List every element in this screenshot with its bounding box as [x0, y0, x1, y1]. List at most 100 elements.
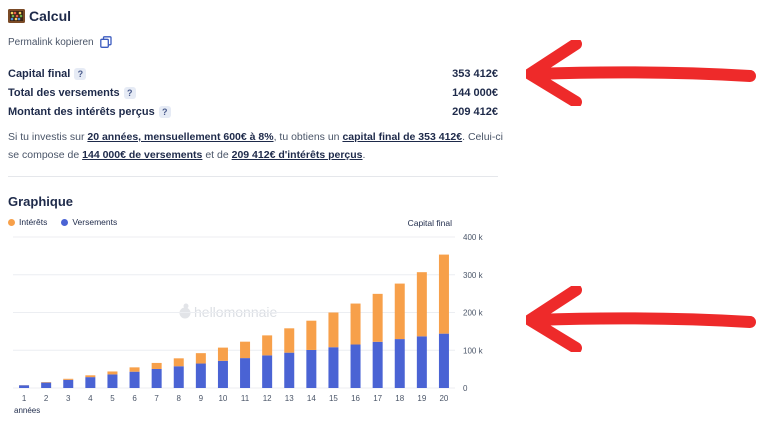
summary-highlight: 209 412€ d'intérêts perçus — [231, 149, 363, 161]
bar-versements[interactable] — [328, 347, 339, 388]
result-value: 209 412€ — [452, 105, 498, 118]
result-value: 144 000€ — [452, 86, 498, 99]
bar-versements[interactable] — [151, 368, 162, 388]
bar-versements[interactable] — [41, 382, 52, 388]
abacus-icon — [8, 9, 25, 23]
legend-label: Intérêts — [19, 217, 48, 227]
copy-icon — [99, 36, 112, 48]
x-axis-title: années — [14, 406, 40, 415]
x-tick-label: 19 — [417, 394, 426, 403]
calc-title: Calcul — [8, 8, 71, 24]
result-row-interets: Montant des intérêts perçus? 209 412€ — [8, 102, 498, 121]
watermark: hellomonnaie — [179, 303, 277, 320]
divider — [8, 176, 498, 177]
x-tick-label: 3 — [66, 394, 71, 403]
bar-versements[interactable] — [195, 363, 206, 388]
summary-text: et de — [202, 149, 232, 161]
summary-text: , tu obtiens un — [273, 131, 343, 143]
x-tick-label: 13 — [285, 394, 294, 403]
bar-versements[interactable] — [129, 371, 140, 388]
y-tick-label: 200 k — [463, 309, 484, 318]
permalink-label: Permalink kopieren — [8, 36, 94, 48]
bar-interets[interactable] — [438, 254, 449, 334]
x-tick-label: 2 — [44, 394, 49, 403]
bar-versements[interactable] — [107, 374, 118, 388]
bar-interets[interactable] — [195, 353, 206, 364]
bar-versements[interactable] — [217, 360, 228, 388]
bar-interets[interactable] — [394, 283, 405, 340]
hellomonnaie-logo-icon — [179, 303, 191, 319]
bar-interets[interactable] — [217, 347, 228, 361]
result-label: Capital final — [8, 67, 71, 80]
help-icon[interactable]: ? — [123, 86, 136, 99]
bar-interets[interactable] — [284, 328, 295, 353]
bar-versements[interactable] — [306, 349, 317, 388]
x-tick-label: 8 — [177, 394, 182, 403]
summary-highlight: 20 années, mensuellement 600€ à 8% — [87, 131, 274, 143]
bar-versements[interactable] — [173, 366, 184, 388]
bar-versements[interactable] — [240, 358, 251, 388]
summary-text: . — [362, 149, 366, 161]
bar-interets[interactable] — [107, 371, 118, 375]
bar-versements[interactable] — [416, 336, 427, 388]
result-label: Total des versements — [8, 86, 120, 99]
bar-versements[interactable] — [438, 333, 449, 388]
summary-paragraph: Si tu investis sur 20 années, mensuellem… — [8, 128, 503, 164]
y-tick-label: 0 — [463, 384, 468, 393]
bar-interets[interactable] — [63, 378, 74, 380]
bar-interets[interactable] — [173, 358, 184, 367]
legend-item-interets[interactable]: Intérêts — [8, 217, 47, 227]
x-tick-label: 15 — [329, 394, 338, 403]
bar-versements[interactable] — [350, 344, 361, 388]
legend-item-versements[interactable]: Versements — [61, 217, 117, 227]
result-value: 353 412€ — [452, 67, 498, 80]
y-tick-label: 300 k — [463, 271, 484, 280]
bar-versements[interactable] — [85, 377, 96, 388]
help-icon[interactable]: ? — [158, 105, 171, 118]
bar-versements[interactable] — [284, 352, 295, 388]
bar-interets[interactable] — [306, 320, 317, 350]
bar-versements[interactable] — [262, 355, 273, 388]
result-label: Montant des intérêts perçus — [8, 105, 155, 118]
bar-interets[interactable] — [350, 303, 361, 345]
x-tick-label: 4 — [88, 394, 93, 403]
x-tick-label: 16 — [351, 394, 360, 403]
summary-text: Si tu investis sur — [8, 131, 88, 143]
bar-versements[interactable] — [372, 341, 383, 388]
bar-versements[interactable] — [19, 385, 30, 388]
calc-title-text: Calcul — [29, 8, 72, 24]
bar-interets[interactable] — [328, 312, 339, 348]
x-tick-label: 7 — [154, 394, 159, 403]
help-icon[interactable]: ? — [74, 67, 87, 80]
x-tick-label: 11 — [241, 394, 250, 403]
bar-interets[interactable] — [372, 293, 383, 342]
x-tick-label: 17 — [373, 394, 382, 403]
x-tick-label: 14 — [307, 394, 316, 403]
x-tick-label: 5 — [110, 394, 115, 403]
right-axis-title: Capital final — [408, 220, 453, 228]
red-arrow-annotation-top — [526, 40, 756, 106]
bar-versements[interactable] — [394, 339, 405, 388]
permalink-copy-button[interactable]: Permalink kopieren — [8, 36, 112, 48]
x-tick-label: 6 — [132, 394, 137, 403]
y-tick-label: 100 k — [463, 346, 484, 355]
bar-interets[interactable] — [129, 367, 140, 372]
summary-highlight: 144 000€ de versements — [82, 149, 203, 161]
bar-interets[interactable] — [240, 341, 251, 359]
arrow-shaft — [530, 312, 756, 328]
legend-swatch — [61, 218, 69, 226]
bar-versements[interactable] — [63, 379, 74, 388]
summary-text: . Celui-ci se compose de — [8, 131, 503, 161]
y-tick-label: 400 k — [463, 233, 484, 242]
bar-interets[interactable] — [85, 375, 96, 378]
legend-label: Versements — [72, 217, 118, 227]
chart: Capital final hellomonnaie 1 2 3 4 5 6 7 8 9 10 11… — [13, 220, 484, 415]
red-arrow-annotation-bottom — [526, 286, 756, 352]
result-row-capital-final: Capital final? 353 412€ — [8, 64, 498, 83]
x-tick-label: 18 — [395, 394, 404, 403]
x-tick-label: 10 — [218, 394, 227, 403]
bar-interets[interactable] — [151, 362, 162, 369]
bar-interets[interactable] — [262, 335, 273, 356]
bar-interets[interactable] — [416, 272, 427, 337]
legend-swatch — [8, 218, 15, 226]
